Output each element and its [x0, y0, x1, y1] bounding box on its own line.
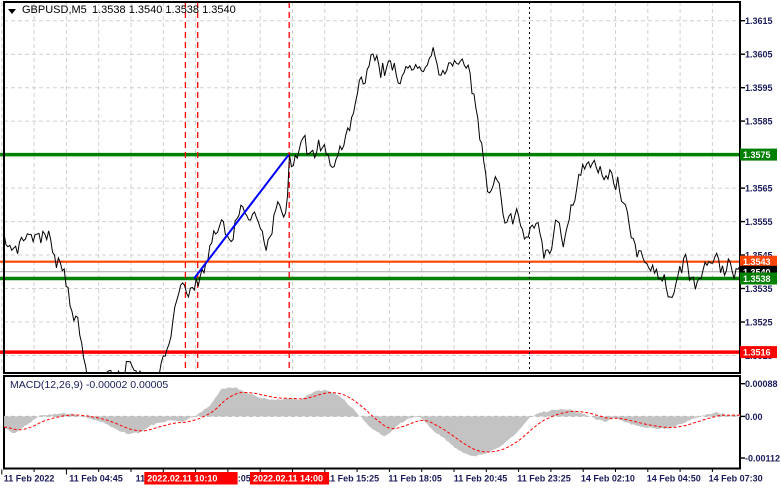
svg-text:14 Feb 07:30: 14 Feb 07:30 [709, 474, 763, 484]
svg-text:11 Feb 2022: 11 Feb 2022 [4, 474, 55, 484]
svg-text:1.3538: 1.3538 [743, 274, 771, 284]
svg-text:1.3525: 1.3525 [745, 318, 773, 328]
svg-text:1.3595: 1.3595 [745, 83, 773, 93]
svg-text:14 Feb 02:10: 14 Feb 02:10 [581, 474, 635, 484]
svg-text:1.3535: 1.3535 [745, 284, 773, 294]
svg-text:2022.02.11 10:10: 2022.02.11 10:10 [147, 474, 217, 484]
svg-text:1.3605: 1.3605 [745, 50, 773, 60]
svg-text:GBPUSD,M5: GBPUSD,M5 [22, 4, 87, 16]
svg-text::05: :05 [238, 474, 251, 484]
svg-text:1.3538 1.3540 1.3538 1.3540: 1.3538 1.3540 1.3538 1.3540 [92, 4, 236, 16]
svg-text:1.3615: 1.3615 [745, 16, 773, 26]
svg-text:MACD(12,26,9) -0.00002 0.00005: MACD(12,26,9) -0.00002 0.00005 [10, 379, 168, 391]
svg-text:2022.02.11 14:00: 2022.02.11 14:00 [253, 474, 323, 484]
svg-text:-0.00112: -0.00112 [745, 454, 780, 464]
svg-text:11 Feb 15:25: 11 Feb 15:25 [326, 474, 380, 484]
svg-text:1.3585: 1.3585 [745, 117, 773, 127]
svg-text:1.3555: 1.3555 [745, 217, 773, 227]
svg-text:1.3575: 1.3575 [743, 150, 771, 160]
svg-text:11 Feb 18:05: 11 Feb 18:05 [388, 474, 442, 484]
svg-text:0.00088: 0.00088 [745, 379, 778, 389]
svg-text:11 Feb 04:45: 11 Feb 04:45 [69, 474, 123, 484]
svg-text:1.3565: 1.3565 [745, 184, 773, 194]
svg-text:11 Feb 23:25: 11 Feb 23:25 [517, 474, 571, 484]
svg-text:1.3516: 1.3516 [743, 348, 771, 358]
svg-text:1.3543: 1.3543 [743, 257, 771, 267]
svg-text:11 Feb 20:45: 11 Feb 20:45 [454, 474, 508, 484]
svg-text:14 Feb 04:50: 14 Feb 04:50 [647, 474, 701, 484]
svg-text:0.00: 0.00 [745, 412, 763, 422]
